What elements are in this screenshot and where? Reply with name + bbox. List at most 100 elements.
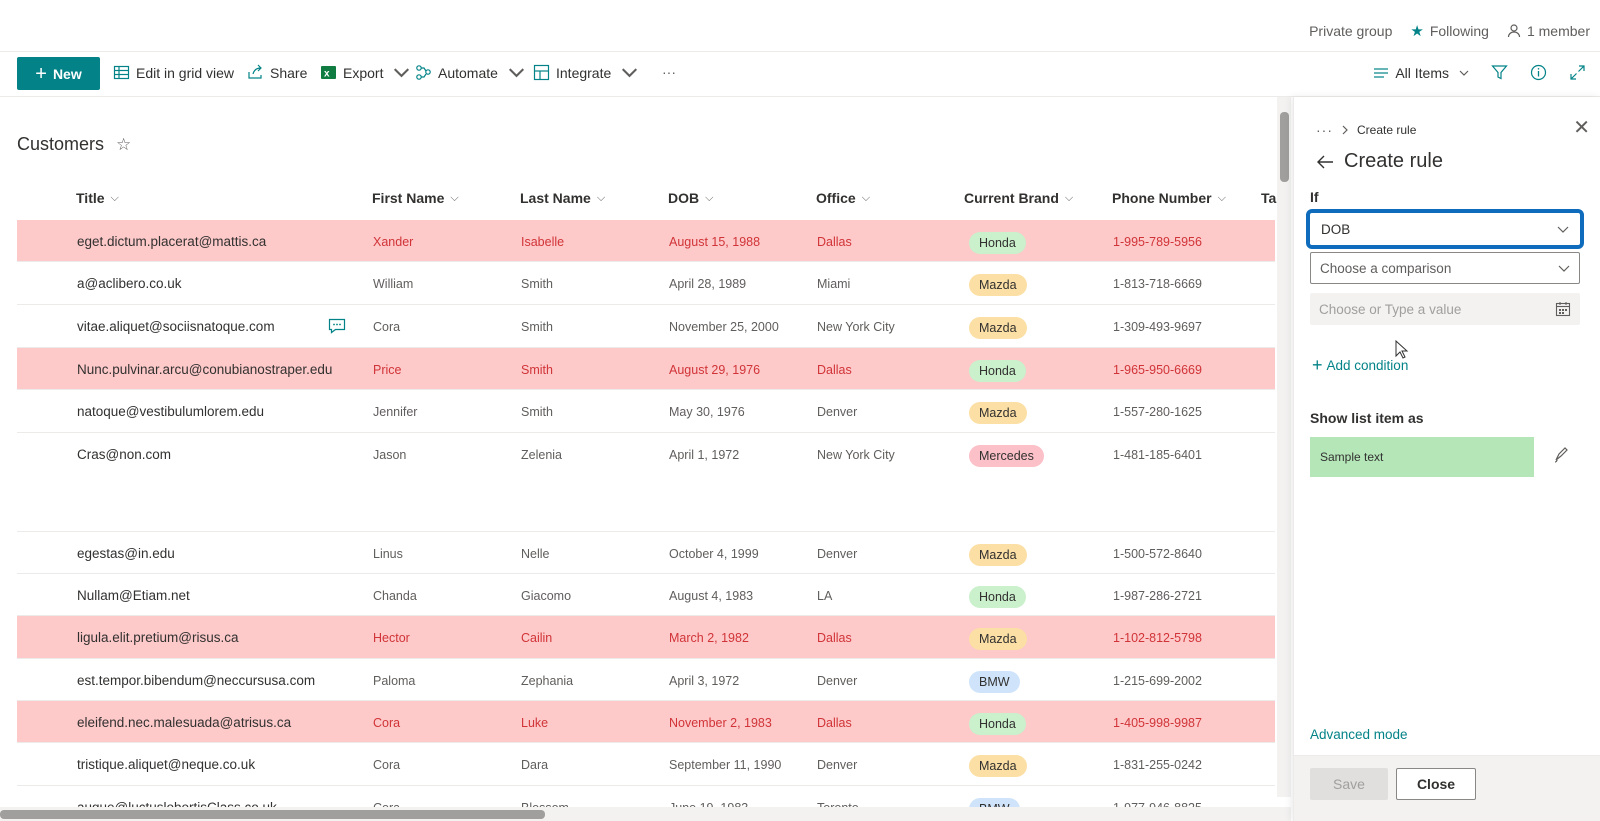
list-view-icon <box>1374 67 1389 78</box>
row-dob-cell: April 28, 1989 <box>669 277 747 291</box>
close-button[interactable]: Close <box>1396 768 1476 800</box>
members-button[interactable]: 1 member <box>1507 23 1590 39</box>
close-icon[interactable]: ✕ <box>1573 117 1590 139</box>
row-phone-cell: 1-500-572-8640 <box>1113 547 1202 561</box>
save-button[interactable]: Save <box>1310 768 1388 800</box>
row-phone-cell: 1-995-789-5956 <box>1113 235 1202 249</box>
integrate-button[interactable]: Integrate <box>533 64 638 81</box>
table-row[interactable]: a@aclibero.co.uk William Smith April 28, 19… <box>17 262 1275 305</box>
row-last-cell: Smith <box>521 405 553 419</box>
table-row[interactable]: Cras@non.com Jason Zelenia April 1, 1972 New… <box>17 433 1275 532</box>
row-title-cell[interactable]: a@aclibero.co.uk <box>77 276 182 291</box>
column-header-title[interactable]: Title ⌵ <box>76 190 119 206</box>
chevron-down-icon: ⌵ <box>1064 191 1074 204</box>
field-dropdown[interactable]: DOB <box>1306 209 1584 249</box>
row-phone-cell: 1-965-950-6669 <box>1113 363 1202 377</box>
value-input[interactable]: Choose or Type a value <box>1310 293 1580 325</box>
row-office-cell: Dallas <box>817 716 852 730</box>
row-phone-cell: 1-481-185-6401 <box>1113 448 1202 462</box>
column-header-current-brand[interactable]: Current Brand ⌵ <box>964 190 1073 206</box>
column-header-last-name[interactable]: Last Name ⌵ <box>520 190 605 206</box>
row-phone-cell: 1-102-812-5798 <box>1113 631 1202 645</box>
edit-grid-label: Edit in grid view <box>136 64 235 81</box>
table-row[interactable]: vitae.aliquet@sociisnatoque.com Cora Smith… <box>17 305 1275 348</box>
panel-footer: Save Close <box>1294 755 1600 821</box>
share-button[interactable]: Share <box>247 64 307 81</box>
row-first-cell: Paloma <box>373 674 416 688</box>
row-first-cell: Jennifer <box>373 405 418 419</box>
paint-brush-icon[interactable] <box>1552 446 1570 464</box>
column-header-tags[interactable]: Ta <box>1261 190 1276 206</box>
info-icon[interactable] <box>1530 64 1547 81</box>
comparison-dropdown[interactable]: Choose a comparison <box>1310 252 1580 284</box>
brand-pill: Mazda <box>969 402 1027 424</box>
column-header-office[interactable]: Office ⌵ <box>816 190 870 206</box>
column-header-dob[interactable]: DOB ⌵ <box>668 190 713 206</box>
more-button[interactable]: ··· <box>662 64 676 80</box>
row-office-cell: New York City <box>817 448 895 462</box>
advanced-mode-link[interactable]: Advanced mode <box>1310 727 1408 742</box>
view-label: All Items <box>1395 64 1449 81</box>
row-title-cell[interactable]: eleifend.nec.malesuada@atrisus.ca <box>77 715 292 730</box>
row-title-cell[interactable]: natoque@vestibulumlorem.edu <box>77 404 265 419</box>
new-button[interactable]: + New <box>17 57 100 90</box>
row-title-cell[interactable]: tristique.aliquet@neque.co.uk <box>77 757 256 772</box>
row-last-cell: Nelle <box>521 547 550 561</box>
person-icon <box>1507 24 1521 38</box>
table-row[interactable]: tristique.aliquet@neque.co.uk Cora Dara Sep… <box>17 743 1275 786</box>
star-outline-icon[interactable]: ☆ <box>116 134 132 154</box>
export-button[interactable]: x Export <box>320 64 410 81</box>
column-header-phone-number[interactable]: Phone Number ⌵ <box>1112 190 1226 206</box>
breadcrumb-more[interactable]: ··· <box>1316 122 1333 138</box>
expand-icon[interactable] <box>1569 64 1586 81</box>
scrollbar-thumb[interactable] <box>0 810 545 819</box>
table-row[interactable]: Nunc.pulvinar.arcu@conubianostraper.edu P… <box>17 348 1275 390</box>
row-title-cell[interactable]: eget.dictum.placerat@mattis.ca <box>77 234 267 249</box>
row-dob-cell: October 4, 1999 <box>669 547 759 561</box>
chevron-down-icon: ⌵ <box>861 191 871 204</box>
comparison-placeholder: Choose a comparison <box>1320 260 1452 276</box>
view-selector[interactable]: All Items <box>1373 65 1469 81</box>
scrollbar-thumb[interactable] <box>1280 112 1289 182</box>
chevron-down-icon <box>508 68 524 78</box>
vertical-scrollbar[interactable] <box>1277 97 1291 797</box>
filter-icon[interactable] <box>1491 64 1508 81</box>
row-title-cell[interactable]: Nunc.pulvinar.arcu@conubianostraper.edu <box>77 362 333 377</box>
row-last-cell: Giacomo <box>521 589 572 603</box>
table-row[interactable]: Nullam@Etiam.net Chanda Giacomo August 4, 1… <box>17 574 1275 616</box>
brand-pill: Mazda <box>969 544 1027 566</box>
row-phone-cell: 1-309-493-9697 <box>1113 320 1202 334</box>
row-last-cell: Zelenia <box>521 448 562 462</box>
horizontal-scrollbar[interactable] <box>0 807 1291 821</box>
table-row[interactable]: eleifend.nec.malesuada@atrisus.ca Cora Luk… <box>17 701 1275 743</box>
row-title-cell[interactable]: egestas@in.edu <box>77 546 175 561</box>
field-dropdown-value: DOB <box>1321 221 1351 237</box>
table-row[interactable]: eget.dictum.placerat@mattis.ca Xander Isab… <box>17 220 1275 262</box>
row-title-cell[interactable]: vitae.aliquet@sociisnatoque.com <box>77 319 275 334</box>
automate-label: Automate <box>438 64 498 81</box>
table-row[interactable]: est.tempor.bibendum@neccursusa.com Paloma… <box>17 659 1275 701</box>
panel-title-text: Create rule <box>1344 150 1443 172</box>
edit-grid-button[interactable]: Edit in grid view <box>113 64 234 81</box>
chevron-down-icon: ⌵ <box>596 191 606 204</box>
row-first-cell: Linus <box>373 547 403 561</box>
chevron-down-icon: ⌵ <box>110 191 119 204</box>
row-title-cell[interactable]: est.tempor.bibendum@neccursusa.com <box>77 673 316 688</box>
row-title-cell[interactable]: ligula.elit.pretium@risus.ca <box>77 630 239 645</box>
following-button[interactable]: ★ Following <box>1410 22 1489 40</box>
row-dob-cell: May 30, 1976 <box>669 405 745 419</box>
back-arrow-icon[interactable] <box>1316 154 1334 170</box>
row-title-cell[interactable]: Nullam@Etiam.net <box>77 588 190 603</box>
column-header-first-name[interactable]: First Name ⌵ <box>372 190 459 206</box>
row-title-cell[interactable]: Cras@non.com <box>77 447 171 462</box>
row-first-cell: Price <box>373 363 402 377</box>
row-phone-cell: 1-405-998-9987 <box>1113 716 1202 730</box>
table-row[interactable]: ligula.elit.pretium@risus.ca Hector Cailin… <box>17 616 1275 659</box>
following-label: Following <box>1429 23 1489 39</box>
table-row[interactable]: egestas@in.edu Linus Nelle October 4, 1999 D… <box>17 532 1275 574</box>
add-condition-button[interactable]: + Add condition <box>1312 356 1408 374</box>
automate-button[interactable]: Automate <box>415 64 525 81</box>
table-row[interactable]: natoque@vestibulumlorem.edu Jennifer Smith… <box>17 390 1275 433</box>
comment-icon[interactable] <box>328 318 346 334</box>
calendar-icon[interactable] <box>1555 301 1571 317</box>
